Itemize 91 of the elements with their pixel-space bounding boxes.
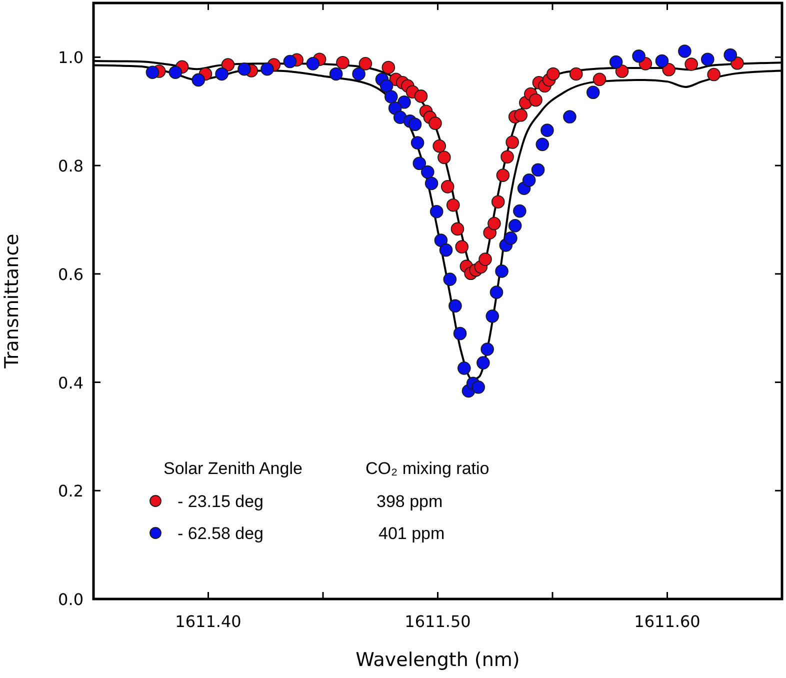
point [632, 49, 646, 63]
point [336, 56, 350, 70]
y-tick-label: 0.2 [58, 482, 84, 501]
point [410, 136, 424, 150]
point [215, 67, 228, 81]
annotation: 401 ppm [378, 524, 445, 543]
point [506, 136, 519, 149]
point [495, 264, 508, 278]
point [380, 79, 394, 93]
point [428, 116, 442, 130]
point [531, 163, 545, 177]
point [457, 362, 471, 375]
point [238, 62, 251, 76]
point [700, 52, 714, 66]
point [440, 180, 454, 194]
point [358, 57, 372, 70]
point [260, 62, 274, 76]
point [439, 243, 453, 257]
point [382, 60, 396, 74]
point [508, 219, 522, 232]
point [615, 64, 629, 78]
point [329, 67, 343, 81]
point [192, 73, 206, 87]
y-tick-label: 0.4 [58, 373, 84, 392]
point [513, 204, 526, 218]
point [168, 66, 182, 79]
y-tick-label: 0.6 [58, 264, 84, 284]
point [546, 67, 560, 81]
point [414, 90, 428, 103]
point [500, 150, 514, 164]
point [504, 232, 518, 245]
point [724, 48, 738, 62]
point [384, 90, 398, 104]
point [662, 63, 676, 76]
y-tick-label: 0.8 [58, 156, 84, 176]
point [421, 165, 434, 179]
point [476, 356, 490, 370]
point [514, 108, 528, 122]
point [491, 195, 505, 208]
point [490, 286, 504, 299]
legend-label: - 62.58 deg [178, 524, 264, 543]
point [563, 110, 576, 124]
legend-title: Solar Zenith Angle [164, 459, 302, 478]
point [496, 168, 510, 182]
x-tick-label: 1611.40 [175, 612, 242, 631]
point [446, 198, 460, 212]
point [536, 138, 550, 152]
point [283, 54, 297, 68]
y-tick-label: 1.0 [58, 48, 84, 68]
point [488, 216, 501, 230]
point [432, 139, 446, 153]
point [707, 68, 720, 82]
point [609, 55, 623, 69]
point [472, 380, 486, 394]
point [398, 96, 411, 109]
point [438, 150, 451, 164]
point [443, 272, 457, 286]
point [448, 299, 462, 313]
point [450, 222, 464, 236]
y-tick-label: 0.0 [58, 590, 84, 609]
point [522, 174, 536, 187]
point [480, 342, 494, 356]
point [730, 56, 744, 70]
legend-label: - 23.15 deg [178, 492, 264, 511]
point [412, 156, 426, 170]
point [478, 252, 492, 266]
point [455, 240, 468, 254]
point [586, 86, 600, 100]
point [434, 234, 448, 247]
x-tick-label: 1611.50 [404, 612, 471, 631]
annotation: 398 ppm [376, 492, 443, 511]
x-axis-title: Wavelength (nm) [356, 649, 520, 671]
point [529, 93, 542, 107]
point [424, 176, 438, 190]
point [569, 67, 583, 81]
point [352, 67, 366, 81]
point [486, 310, 500, 323]
point [592, 72, 606, 86]
point [684, 58, 698, 71]
point [408, 118, 422, 132]
point [655, 54, 669, 68]
point [146, 66, 160, 79]
x-tick-label: 1611.60 [634, 612, 700, 631]
point [678, 44, 692, 58]
point [453, 326, 467, 340]
point [306, 57, 320, 70]
point [540, 124, 554, 137]
y-axis-title: Transmittance [1, 234, 23, 370]
point [221, 58, 235, 72]
point [430, 204, 444, 218]
annotation: CO₂ mixing ratio [366, 459, 490, 478]
